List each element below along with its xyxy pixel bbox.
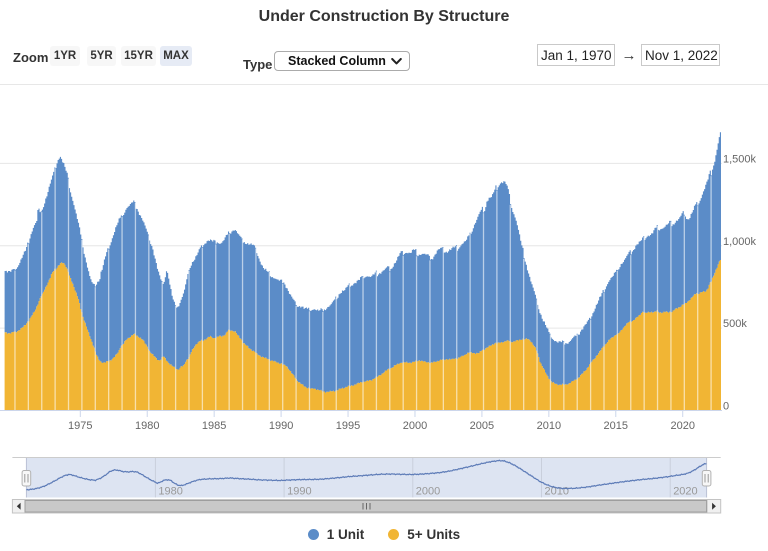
x-axis-label: 2000 bbox=[403, 420, 427, 432]
x-axis-label: 1980 bbox=[135, 420, 159, 432]
x-axis-label: 1995 bbox=[336, 420, 360, 432]
navigator-axis-label: 2000 bbox=[416, 486, 440, 498]
series-area-5plus-units[interactable] bbox=[4, 259, 722, 410]
navigator-axis-label: 1980 bbox=[158, 486, 182, 498]
navigator-axis-label: 1990 bbox=[287, 486, 311, 498]
chart-type-value: Stacked Column bbox=[288, 54, 386, 68]
legend-marker-5plus-units bbox=[388, 529, 400, 540]
zoom-button-max[interactable]: MAX bbox=[160, 46, 192, 66]
series-area-1-unit[interactable] bbox=[4, 132, 722, 393]
zoom-button-1yr[interactable]: 1YR bbox=[50, 46, 80, 66]
x-axis-label: 1990 bbox=[269, 420, 293, 432]
zoom-label: Zoom bbox=[13, 50, 49, 65]
navigator-series-line bbox=[26, 459, 707, 491]
scrollbar-thumb[interactable] bbox=[24, 500, 708, 513]
y-axis-label: 500k bbox=[723, 318, 747, 330]
legend-item-5plus-units[interactable]: 5+ Units bbox=[388, 527, 460, 542]
x-axis-label: 2010 bbox=[537, 420, 561, 432]
navigator-axis-label: 2020 bbox=[673, 486, 697, 498]
toolbar-divider bbox=[0, 84, 768, 85]
x-axis-label: 2015 bbox=[604, 420, 628, 432]
legend-marker-1-unit bbox=[307, 529, 319, 540]
x-axis-label: 2005 bbox=[470, 420, 494, 432]
y-axis-label: 1,000k bbox=[723, 236, 757, 248]
x-axis-label: 1975 bbox=[68, 420, 92, 432]
navigator-mask[interactable] bbox=[26, 458, 707, 498]
legend-item-1-unit[interactable]: 1 Unit bbox=[307, 527, 365, 542]
legend-label-5plus-units: 5+ Units bbox=[407, 527, 461, 542]
chart-title: Under Construction By Structure bbox=[258, 8, 510, 25]
y-axis-label: 1,500k bbox=[723, 153, 757, 165]
y-axis-label: 0 bbox=[723, 401, 729, 413]
legend-label-1-unit: 1 Unit bbox=[326, 527, 365, 542]
chevron-down-icon bbox=[391, 57, 402, 65]
scrollbar-right-arrow-icon bbox=[712, 502, 716, 510]
scrollbar-left-arrow-icon bbox=[16, 502, 21, 510]
type-label: Type bbox=[243, 57, 273, 72]
x-axis-label: 2020 bbox=[670, 420, 694, 432]
x-axis-label: 1985 bbox=[202, 420, 226, 432]
zoom-button-15yr[interactable]: 15YR bbox=[121, 46, 156, 66]
zoom-button-5yr[interactable]: 5YR bbox=[87, 46, 116, 66]
navigator-handle-right[interactable] bbox=[701, 470, 712, 487]
date-range-arrow-icon: → bbox=[621, 47, 637, 64]
chart-type-select[interactable]: Stacked Column bbox=[274, 51, 410, 71]
date-to-input[interactable]: Nov 1, 2022 bbox=[641, 44, 720, 66]
navigator-handle-left[interactable] bbox=[21, 470, 32, 487]
legend: 1 Unit 5+ Units bbox=[0, 527, 768, 542]
date-from-input[interactable]: Jan 1, 1970 bbox=[537, 44, 615, 66]
